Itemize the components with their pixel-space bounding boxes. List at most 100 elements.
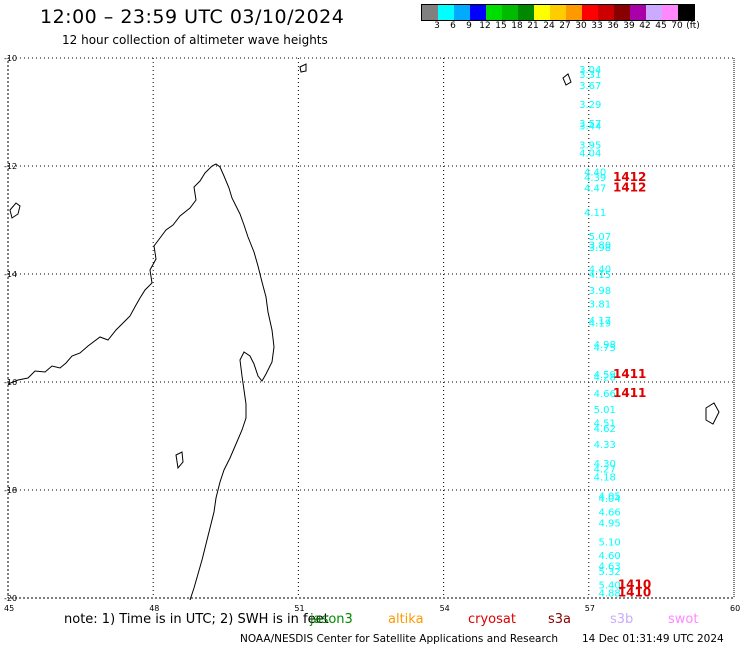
note-text: note: 1) Time is in UTC; 2) SWH is in fe… [64,612,329,627]
color-scale-label: 21 [527,21,539,31]
latitude-label: -16 [4,378,17,387]
swh-value-label: 4.98 [594,340,616,351]
color-swatch [534,5,550,20]
swh-value-label: 4.75 [594,343,616,354]
swh-value-label: 3.98 [589,286,611,297]
swh-value-label: 4.51 [594,419,616,430]
lat-lon-grid [7,57,735,599]
pass-time-label: 1412 [613,170,646,184]
swh-value-label: 3.80 [589,240,611,251]
color-swatch [614,5,630,20]
swh-value-label: 3.04 [579,65,601,76]
longitude-label: 48 [149,604,159,613]
swh-value-label: 4.63 [598,562,620,573]
color-swatch [662,5,678,20]
color-swatch [550,5,566,20]
latitude-label: -20 [4,594,17,603]
longitude-label: 60 [730,604,740,613]
swh-value-label: 4.28 [594,373,616,384]
swh-value-label: 4.40 [589,265,611,276]
island-small-top [299,63,307,73]
latitude-label: -18 [4,486,17,495]
color-swatch [454,5,470,20]
color-swatch [502,5,518,20]
color-scale-labels: 3 6 9 12 15 18 21 24 27 30 33 36 39 42 45 70 (ft) [421,21,740,33]
color-swatch [518,5,534,20]
legend-swot: swot [668,612,699,627]
color-scale-label: 70 [671,21,683,31]
swh-value-label: 4.15 [589,270,611,281]
island-north-left [9,202,21,219]
swh-value-label: 4.60 [598,551,620,562]
swh-value-label: 5.32 [598,567,620,578]
color-scale-bar [421,4,695,21]
color-scale-label: 36 [607,21,619,31]
swh-value-label: 4.04 [598,494,620,505]
island-mascarene-reunion [705,402,720,425]
longitude-label: 51 [294,604,304,613]
swh-value-label: 4.40 [584,167,606,178]
pass-time-label: 1410 [618,578,651,592]
altimeter-tracks: 3.043.313.673.293.573.443.954.044.404.39… [579,65,651,600]
color-swatch [678,5,694,20]
swh-value-label: 4.30 [594,459,616,470]
footer-credit: NOAA/NESDIS Center for Satellite Applica… [240,633,558,645]
longitude-label: 57 [585,604,595,613]
madagascar-coast [7,163,275,601]
map-subtitle: 12 hour collection of altimeter wave hei… [62,33,328,47]
swh-value-label: 5.40 [598,581,620,592]
swh-value-label: 4.27 [594,464,616,475]
legend-altika: altika [388,612,424,627]
color-swatch [486,5,502,20]
swh-value-label: 5.01 [594,405,616,416]
swh-value-label: 4.62 [594,424,616,435]
swh-value-label: 3.95 [579,140,601,151]
color-scale-label: 9 [466,21,472,31]
swh-value-label: 3.81 [589,300,611,311]
color-scale-label: 3 [434,21,440,31]
color-scale-label: 6 [450,21,456,31]
map-frame [7,57,735,599]
color-swatch [566,5,582,20]
swh-value-label: 3.29 [579,100,601,111]
color-scale-label: 30 [575,21,587,31]
legend-cryosat: cryosat [468,612,516,627]
color-scale-label: 15 [495,21,507,31]
legend-s3b: s3b [610,612,634,627]
swh-value-label: 3.57 [579,119,601,130]
swh-value-label: 4.17 [589,316,611,327]
swh-value-label: 4.66 [598,508,620,519]
swh-value-label: 4.11 [584,208,606,219]
color-scale-label: 39 [623,21,635,31]
pass-time-label: 1411 [613,386,646,400]
map-title: 12:00 – 23:59 UTC 03/10/2024 [40,6,345,28]
color-swatch [582,5,598,20]
pass-time-label: 1412 [613,181,646,195]
swh-value-label: 4.19 [589,319,611,330]
color-scale-label: 45 [655,21,667,31]
swh-value-label: 4.66 [594,389,616,400]
swh-value-label: 5.10 [598,537,620,548]
latitude-label: -14 [4,270,17,279]
color-scale-label: 18 [511,21,523,31]
legend-s3a: s3a [548,612,572,627]
swh-value-label: 4.59 [594,370,616,381]
color-scale-label: 33 [591,21,603,31]
color-swatch [646,5,662,20]
color-scale-label: 27 [559,21,571,31]
swh-value-label: 4.05 [598,491,620,502]
swh-value-label: 3.44 [579,122,601,133]
color-scale-label: 12 [479,21,491,31]
longitude-label: 54 [440,604,450,613]
island-comoro [175,451,184,470]
color-scale-label: (ft) [686,21,700,31]
swh-value-label: 4.33 [594,440,616,451]
color-swatch [470,5,486,20]
color-swatch [422,5,438,20]
swh-value-label: 3.98 [589,243,611,254]
color-scale-label: 24 [543,21,555,31]
island-northeast [562,73,572,86]
swh-value-label: 4.18 [594,473,616,484]
